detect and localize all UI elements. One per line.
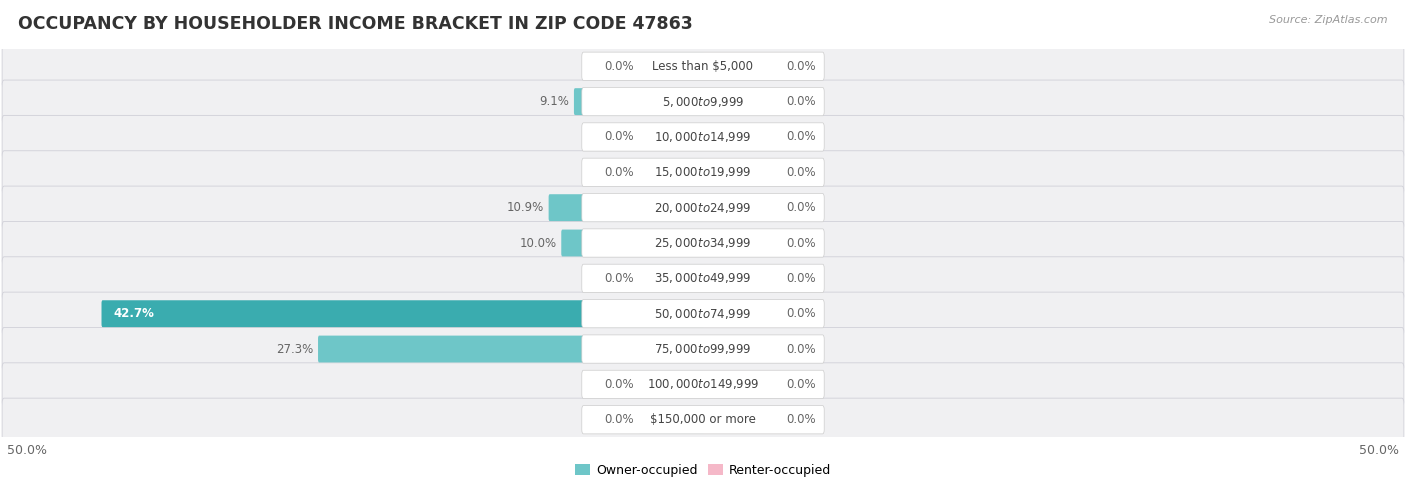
FancyBboxPatch shape [702,265,782,292]
FancyBboxPatch shape [702,229,782,257]
FancyBboxPatch shape [1,115,1403,158]
FancyBboxPatch shape [582,193,824,222]
FancyBboxPatch shape [638,371,704,398]
FancyBboxPatch shape [638,406,704,433]
FancyBboxPatch shape [638,265,704,292]
Text: $35,000 to $49,999: $35,000 to $49,999 [654,271,752,285]
Text: 50.0%: 50.0% [7,444,46,457]
FancyBboxPatch shape [702,123,782,150]
FancyBboxPatch shape [702,53,782,80]
FancyBboxPatch shape [582,406,824,434]
Text: 0.0%: 0.0% [786,201,815,214]
FancyBboxPatch shape [574,88,704,115]
FancyBboxPatch shape [702,88,782,115]
Text: 10.0%: 10.0% [520,237,557,249]
Text: $20,000 to $24,999: $20,000 to $24,999 [654,201,752,215]
FancyBboxPatch shape [582,335,824,363]
FancyBboxPatch shape [1,328,1403,371]
FancyBboxPatch shape [702,336,782,363]
Text: 0.0%: 0.0% [605,166,634,179]
Text: $150,000 or more: $150,000 or more [650,413,756,426]
Text: $100,000 to $149,999: $100,000 to $149,999 [647,378,759,391]
FancyBboxPatch shape [582,158,824,187]
Text: $25,000 to $34,999: $25,000 to $34,999 [654,236,752,250]
FancyBboxPatch shape [1,257,1403,300]
Text: 0.0%: 0.0% [786,272,815,285]
FancyBboxPatch shape [1,151,1403,194]
Text: $5,000 to $9,999: $5,000 to $9,999 [662,95,744,108]
FancyBboxPatch shape [318,336,704,363]
Legend: Owner-occupied, Renter-occupied: Owner-occupied, Renter-occupied [569,459,837,482]
Text: 0.0%: 0.0% [786,413,815,426]
Text: 0.0%: 0.0% [786,130,815,143]
FancyBboxPatch shape [101,300,704,327]
Text: 0.0%: 0.0% [605,272,634,285]
FancyBboxPatch shape [1,186,1403,229]
Text: 0.0%: 0.0% [605,130,634,143]
Text: 9.1%: 9.1% [540,95,569,108]
FancyBboxPatch shape [702,194,782,221]
FancyBboxPatch shape [702,406,782,433]
FancyBboxPatch shape [1,222,1403,264]
Text: Source: ZipAtlas.com: Source: ZipAtlas.com [1270,15,1388,25]
FancyBboxPatch shape [582,123,824,151]
Text: 0.0%: 0.0% [786,237,815,249]
Text: 0.0%: 0.0% [786,307,815,320]
Text: 0.0%: 0.0% [786,378,815,391]
FancyBboxPatch shape [638,123,704,150]
FancyBboxPatch shape [1,80,1403,123]
Text: 27.3%: 27.3% [277,343,314,356]
Text: Less than $5,000: Less than $5,000 [652,60,754,73]
FancyBboxPatch shape [638,159,704,186]
Text: 0.0%: 0.0% [786,95,815,108]
Text: $15,000 to $19,999: $15,000 to $19,999 [654,165,752,179]
FancyBboxPatch shape [582,52,824,80]
Text: 0.0%: 0.0% [786,60,815,73]
FancyBboxPatch shape [582,370,824,399]
Text: 42.7%: 42.7% [114,307,155,320]
FancyBboxPatch shape [702,371,782,398]
Text: 0.0%: 0.0% [605,60,634,73]
Text: 50.0%: 50.0% [1360,444,1399,457]
FancyBboxPatch shape [702,159,782,186]
FancyBboxPatch shape [582,264,824,293]
FancyBboxPatch shape [1,363,1403,406]
FancyBboxPatch shape [582,299,824,328]
Text: $50,000 to $74,999: $50,000 to $74,999 [654,307,752,321]
Text: 0.0%: 0.0% [605,378,634,391]
FancyBboxPatch shape [561,229,704,257]
FancyBboxPatch shape [582,229,824,257]
Text: 10.9%: 10.9% [508,201,544,214]
Text: 0.0%: 0.0% [605,413,634,426]
Text: $10,000 to $14,999: $10,000 to $14,999 [654,130,752,144]
Text: 0.0%: 0.0% [786,166,815,179]
FancyBboxPatch shape [1,292,1403,335]
FancyBboxPatch shape [1,45,1403,88]
FancyBboxPatch shape [638,53,704,80]
FancyBboxPatch shape [702,300,782,327]
FancyBboxPatch shape [1,398,1403,441]
FancyBboxPatch shape [582,87,824,116]
Text: OCCUPANCY BY HOUSEHOLDER INCOME BRACKET IN ZIP CODE 47863: OCCUPANCY BY HOUSEHOLDER INCOME BRACKET … [18,15,693,33]
Text: $75,000 to $99,999: $75,000 to $99,999 [654,342,752,356]
Text: 0.0%: 0.0% [786,343,815,356]
FancyBboxPatch shape [548,194,704,221]
